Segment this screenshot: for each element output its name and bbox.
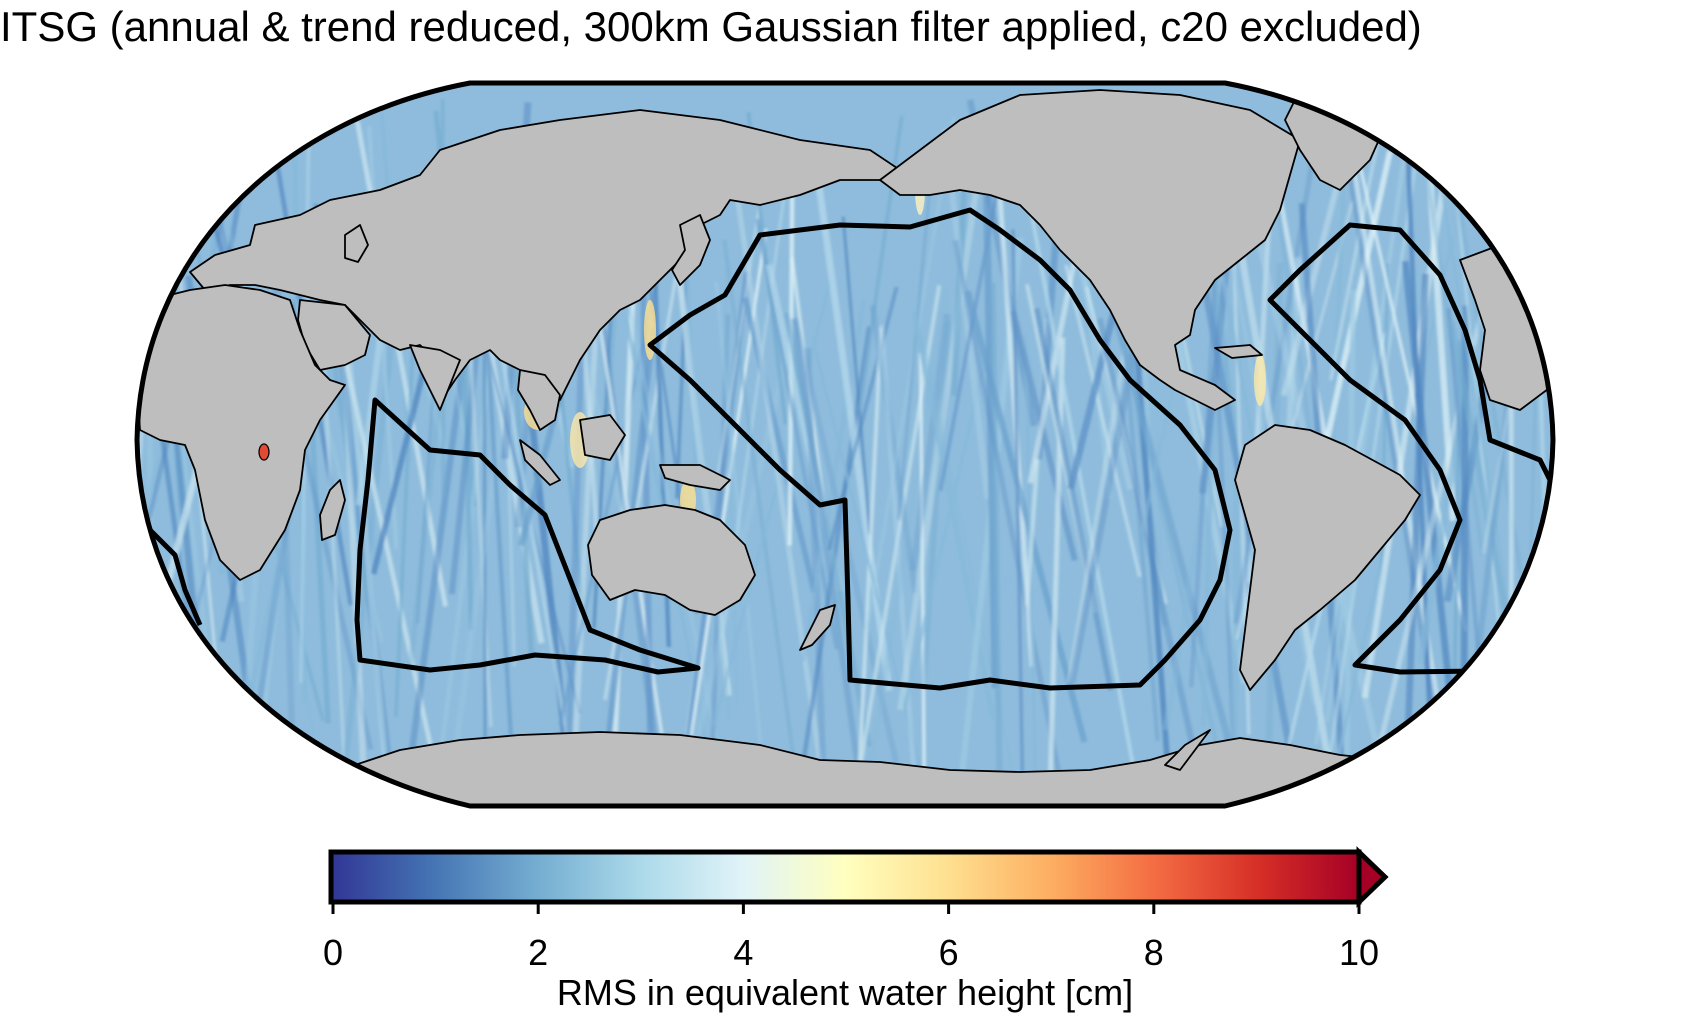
colorbar-tick-label: 4: [733, 932, 753, 973]
landmass-new-guinea: [659, 464, 731, 491]
field-stripe: [320, 323, 350, 806]
field-stripe: [599, 329, 674, 806]
field-stripe: [1033, 307, 1114, 691]
field-stripe: [604, 193, 726, 777]
colorbar-extend-arrow: [1356, 846, 1389, 908]
field-stripe: [1118, 290, 1160, 742]
colorbar-tick-label: 0: [323, 932, 343, 973]
field-stripe: [812, 159, 893, 692]
landmass-india: [409, 344, 461, 411]
colorbar-tick-label: 6: [939, 932, 959, 973]
field-stripe: [911, 311, 996, 721]
field-stripe: [944, 237, 1024, 806]
colorbar: 0 2 4 6 8 10 RMS in equivalent water height […: [323, 846, 1389, 1013]
region-indian-ocean: [354, 397, 701, 675]
region-atlantic-west-edge: [138, 518, 203, 626]
field-stripe: [992, 118, 1035, 667]
colorbar-tick-label: 2: [528, 932, 548, 973]
field-stripe: [735, 199, 836, 806]
landmass-antarctic-peninsula: [1164, 729, 1211, 771]
field-stripe: [989, 282, 1003, 785]
field-stripe: [1045, 337, 1066, 806]
lake-victoria-hotspot: [258, 443, 270, 461]
landmass-africa: [137, 284, 346, 581]
field-stripe: [497, 338, 617, 806]
field-stripe: [952, 239, 1063, 780]
field-stripe: [854, 327, 884, 806]
field-stripe: [722, 239, 800, 790]
field-stripe: [1326, 105, 1350, 541]
region-pacific-ocean: [647, 207, 1233, 691]
field-stripe: [1011, 229, 1027, 806]
hotspot-caribbean: [1254, 354, 1266, 406]
field-stripe: [681, 228, 768, 791]
field-stripe: [865, 116, 956, 629]
field-stripe: [1401, 260, 1455, 710]
landmass-sumatra: [519, 439, 561, 486]
region-outlines: [138, 207, 1553, 691]
colorbar-tick-label: 8: [1144, 932, 1164, 973]
field-stripe: [1023, 333, 1039, 806]
landmass-north-america: [879, 89, 1301, 411]
landmass-borneo: [579, 414, 626, 461]
landmass-eurasia: [189, 109, 901, 401]
colorbar-tick-label: 10: [1339, 932, 1379, 973]
field-stripe: [1424, 141, 1457, 522]
field-stripe: [1017, 145, 1141, 798]
field-stripe: [941, 128, 991, 500]
landmass-australia: [587, 504, 756, 616]
field-stripe: [918, 352, 927, 806]
field-stripe: [341, 354, 367, 777]
region-atlantic-ocean: [1267, 222, 1553, 675]
field-stripe: [716, 151, 769, 479]
field-stripe: [938, 106, 1015, 492]
landmass-madagascar: [319, 479, 346, 541]
field-stripe: [909, 313, 951, 571]
field-stripe: [1064, 264, 1142, 578]
field-stripe: [862, 287, 950, 795]
field-stripe: [1509, 148, 1514, 693]
colorbar-title: RMS in equivalent water height [cm]: [557, 972, 1133, 1013]
landmass-uk: [344, 224, 369, 263]
colorbar-ticks: 0 2 4 6 8 10: [323, 902, 1379, 973]
field-stripe: [841, 216, 872, 535]
field-stripe: [903, 343, 991, 708]
field-stripe: [344, 326, 400, 806]
figure-title: ITSG (annual & trend reduced, 300km Gaus…: [0, 3, 1422, 50]
landmass-new-zealand: [799, 604, 836, 651]
landmass-japan: [671, 214, 711, 286]
landmass-southeast-asia: [517, 369, 561, 431]
landmass-south-america: [1234, 424, 1421, 691]
field-stripe: [598, 323, 684, 806]
landmass-cuba: [1214, 344, 1263, 359]
field-stripe: [1010, 309, 1078, 562]
field-stripe: [1403, 273, 1429, 761]
colorbar-gradient: [328, 849, 1362, 905]
